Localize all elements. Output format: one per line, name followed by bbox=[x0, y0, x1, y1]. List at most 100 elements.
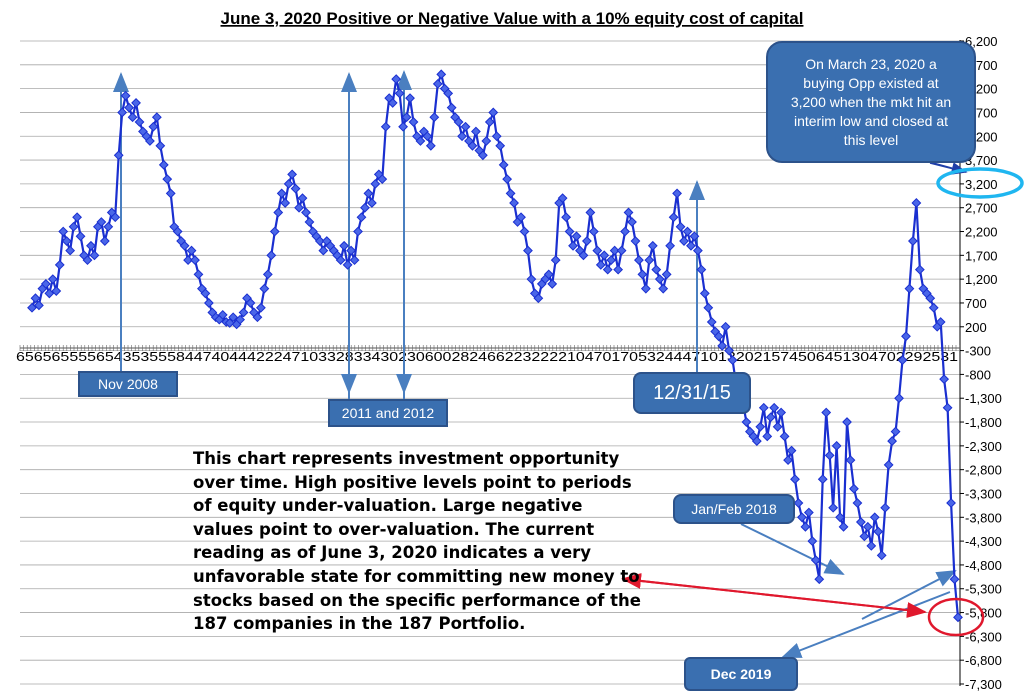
data-point-marker bbox=[713, 331, 724, 342]
chart-title: June 3, 2020 Positive or Negative Value … bbox=[221, 9, 804, 28]
data-point-marker bbox=[526, 274, 537, 285]
data-point-marker bbox=[491, 131, 502, 142]
data-point-marker bbox=[346, 245, 356, 256]
data-point-marker bbox=[561, 212, 572, 223]
data-point-marker bbox=[807, 536, 818, 547]
data-point-marker bbox=[65, 245, 76, 256]
data-point-marker bbox=[724, 345, 735, 356]
data-point-marker bbox=[113, 150, 124, 161]
y-tick-label: 1,700 bbox=[965, 248, 998, 263]
data-point-marker bbox=[769, 402, 780, 413]
y-tick-label: -4,800 bbox=[965, 558, 1002, 573]
y-tick-label: 2,200 bbox=[965, 225, 998, 240]
y-tick-label: -3,800 bbox=[965, 510, 1002, 525]
y-tick-label: 3,700 bbox=[965, 153, 998, 168]
data-point-marker bbox=[75, 231, 86, 242]
data-point-marker bbox=[842, 417, 852, 427]
data-point-marker bbox=[640, 283, 651, 294]
data-point-marker bbox=[370, 178, 381, 189]
data-point-marker bbox=[179, 240, 190, 251]
data-point-marker bbox=[519, 226, 530, 237]
data-point-marker bbox=[935, 317, 946, 327]
data-point-marker bbox=[578, 250, 589, 261]
series-line-path bbox=[30, 73, 960, 618]
y-tick-label: -2,300 bbox=[965, 439, 1002, 454]
data-point-marker bbox=[228, 312, 239, 323]
data-point-marker bbox=[44, 288, 55, 299]
data-point-marker bbox=[82, 255, 93, 266]
series-markers bbox=[27, 69, 963, 623]
data-point-marker bbox=[852, 498, 863, 508]
data-point-marker bbox=[217, 309, 228, 320]
data-point-marker bbox=[27, 302, 37, 313]
data-point-marker bbox=[873, 526, 884, 537]
data-point-marker bbox=[765, 412, 776, 423]
callout-dec-2015-text: 12/31/15 bbox=[653, 381, 731, 404]
data-point-marker bbox=[224, 318, 235, 328]
data-point-marker bbox=[377, 174, 388, 185]
data-point-marker bbox=[145, 136, 155, 146]
data-point-marker bbox=[273, 207, 284, 218]
data-point-marker bbox=[821, 407, 832, 418]
y-tick-label: -1,300 bbox=[965, 391, 1002, 406]
data-point-marker bbox=[432, 78, 443, 89]
callout-2011-2012-text: 2011 and 2012 bbox=[341, 405, 435, 421]
y-tick-label: 3,200 bbox=[965, 177, 998, 192]
data-point-marker bbox=[637, 269, 648, 280]
data-point-marker bbox=[897, 355, 908, 366]
data-point-marker bbox=[741, 417, 752, 427]
data-point-marker bbox=[783, 455, 793, 466]
y-tick-label: -7,300 bbox=[965, 677, 1002, 692]
data-point-marker bbox=[942, 402, 953, 413]
data-point-marker bbox=[505, 188, 516, 199]
data-point-marker bbox=[682, 226, 693, 237]
data-point-marker bbox=[831, 440, 842, 451]
data-point-marker bbox=[484, 117, 495, 127]
data-point-marker bbox=[394, 88, 405, 99]
series-line bbox=[30, 73, 960, 618]
data-point-marker bbox=[908, 236, 918, 246]
data-point-marker bbox=[679, 236, 689, 246]
data-point-marker bbox=[599, 250, 610, 261]
data-point-marker bbox=[89, 250, 100, 261]
data-point-marker bbox=[238, 307, 249, 318]
data-point-marker bbox=[609, 245, 620, 256]
y-tick-label: 700 bbox=[965, 296, 987, 311]
data-point-marker bbox=[862, 521, 873, 532]
data-point-marker bbox=[477, 150, 488, 161]
data-point-marker bbox=[398, 121, 409, 132]
data-point-marker bbox=[647, 240, 658, 251]
pointer-line bbox=[740, 523, 845, 575]
data-point-marker bbox=[415, 136, 426, 146]
data-point-marker bbox=[408, 117, 419, 127]
chart-annotation-note: This chart represents investment opportu… bbox=[193, 449, 641, 634]
data-point-marker bbox=[68, 221, 79, 232]
data-point-marker bbox=[793, 498, 804, 508]
data-point-marker bbox=[814, 574, 825, 585]
data-point-marker bbox=[602, 264, 613, 275]
callout-2011-2012: 2011 and 2012 bbox=[328, 399, 448, 427]
data-point-marker bbox=[460, 121, 471, 132]
data-point-marker bbox=[550, 255, 561, 266]
callout-march-2020: On March 23, 2020 a buying Opp existed a… bbox=[766, 41, 976, 163]
data-point-marker bbox=[245, 298, 256, 308]
highlight-ring-current bbox=[927, 597, 985, 637]
data-point-marker bbox=[720, 321, 731, 332]
data-point-marker bbox=[471, 126, 481, 137]
data-point-marker bbox=[457, 131, 467, 142]
data-point-marker bbox=[235, 314, 245, 325]
data-point-marker bbox=[502, 174, 513, 185]
data-point-marker bbox=[190, 255, 200, 266]
callout-dec-2015: 12/31/15 bbox=[633, 372, 751, 414]
data-point-marker bbox=[446, 102, 457, 113]
data-point-marker bbox=[630, 236, 641, 246]
data-point-marker bbox=[516, 212, 526, 223]
data-point-marker bbox=[481, 136, 492, 146]
data-point-marker bbox=[758, 402, 769, 413]
data-point-marker bbox=[776, 407, 787, 418]
data-point-marker bbox=[259, 283, 270, 294]
data-point-marker bbox=[855, 517, 866, 527]
data-point-marker bbox=[335, 255, 346, 266]
data-point-marker bbox=[890, 426, 901, 437]
data-point-marker bbox=[824, 450, 835, 461]
